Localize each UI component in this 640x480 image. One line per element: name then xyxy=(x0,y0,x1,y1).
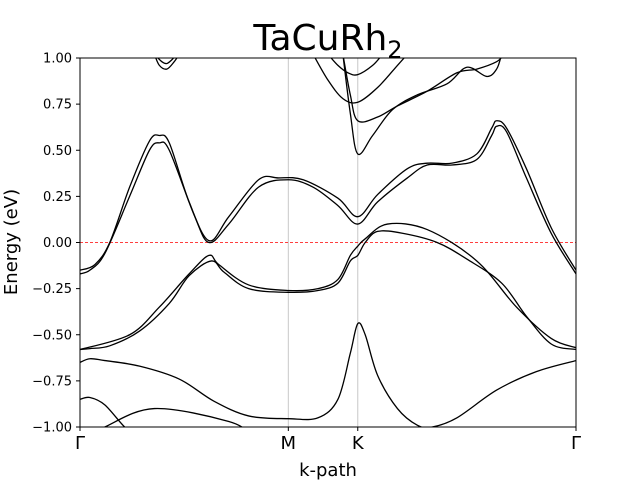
x-tick-label-1: M xyxy=(281,433,297,454)
band-line-0 xyxy=(103,407,244,427)
band-line-6 xyxy=(80,120,576,271)
band-line-5 xyxy=(80,124,576,275)
y-tick-label-6: 0.50 xyxy=(43,144,72,159)
band-line-11 xyxy=(314,58,405,104)
plot-content xyxy=(80,58,576,427)
y-tick-label-4: 0.00 xyxy=(43,236,72,251)
band-line-2 xyxy=(80,322,576,427)
band-line-12 xyxy=(330,58,381,76)
x-axis-label: k-path xyxy=(299,460,357,480)
plot-area xyxy=(80,58,576,427)
band-line-1 xyxy=(80,396,126,427)
y-tick-label-8: 1.00 xyxy=(43,52,72,67)
band-line-7 xyxy=(155,58,178,70)
band-line-10 xyxy=(342,58,503,123)
x-tick-label-2: K xyxy=(352,433,365,454)
x-tick-label-3: Γ xyxy=(571,433,581,454)
y-tick-label-2: −0.50 xyxy=(32,328,72,343)
band-line-4 xyxy=(80,222,576,351)
axes: −1.00 −0.75 −0.50 −0.25 0.00 0.25 0.50 0.75 1.00… xyxy=(32,52,581,455)
chart-title: TaCuRh2 xyxy=(252,18,402,64)
y-tick-label-5: 0.25 xyxy=(43,190,72,205)
x-tick-label-0: Γ xyxy=(75,433,85,454)
y-tick-label-3: −0.25 xyxy=(32,282,72,297)
band-line-3 xyxy=(80,230,576,351)
y-tick-label-7: 0.75 xyxy=(43,98,72,113)
y-tick-label-0: −1.00 xyxy=(32,421,72,436)
y-tick-label-1: −0.75 xyxy=(32,374,72,389)
band-line-9 xyxy=(342,58,502,156)
y-axis-label: Energy (eV) xyxy=(1,189,22,295)
chart-title-subscript: 2 xyxy=(387,36,402,64)
chart-title-main: TaCuRh xyxy=(252,18,387,59)
